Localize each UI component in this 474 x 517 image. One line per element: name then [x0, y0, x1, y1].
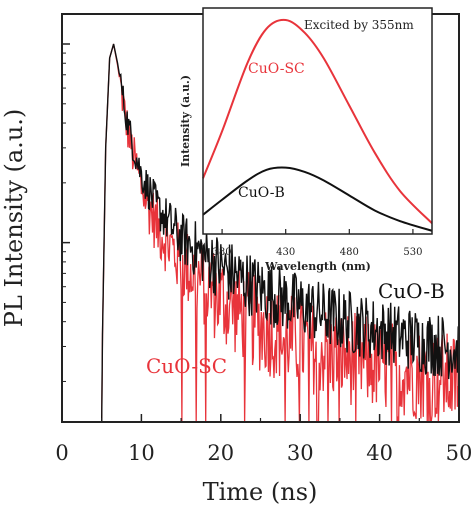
main-x-tick-label: 10 [128, 441, 155, 465]
main-label-cuo-b: CuO-B [378, 279, 445, 303]
main-y-axis-label: PL Intensity (a.u.) [0, 109, 28, 328]
inset-plot: 380 430 480 530 Excited by 355nm Wavelength… [179, 7, 433, 273]
main-plot: 0 10 20 30 40 50 Time (ns) PL Intensity (a.u.… [0, 13, 472, 506]
inset-plot-frame [202, 7, 433, 235]
inset-label-cuo-b: CuO-B [238, 185, 285, 201]
inset-x-tick-label: 430 [276, 247, 295, 258]
main-x-tick-label: 30 [287, 441, 314, 465]
inset-x-tick-label: 480 [340, 247, 359, 258]
main-label-cuo-sc: CuO-SC [146, 354, 227, 378]
inset-background [203, 8, 432, 234]
inset-series-group [202, 18, 433, 232]
main-series-group [62, 43, 460, 423]
inset-x-tick-label: 530 [403, 247, 422, 258]
main-x-ticks: 0 10 20 30 40 50 [55, 414, 472, 465]
main-y-ticks [62, 43, 70, 382]
main-x-tick-label: 0 [55, 441, 68, 465]
inset-label-cuo-sc: CuO-SC [248, 61, 305, 77]
inset-x-tick-label: 380 [213, 247, 232, 258]
inset-y-axis-label: Intensity (a.u.) [179, 75, 192, 167]
inset-x-ticks: 380 430 480 530 [213, 229, 422, 258]
main-x-tick-label: 20 [207, 441, 234, 465]
main-x-tick-label: 40 [366, 441, 393, 465]
inset-series-cuo-b [202, 166, 433, 232]
inset-series-cuo-sc [202, 18, 433, 225]
main-x-axis-label: Time (ns) [203, 478, 318, 506]
main-series-cuo-b [62, 43, 460, 423]
inset-x-axis-label: Wavelength (nm) [264, 260, 371, 273]
main-x-tick-label: 50 [446, 441, 473, 465]
inset-title: Excited by 355nm [304, 18, 414, 32]
